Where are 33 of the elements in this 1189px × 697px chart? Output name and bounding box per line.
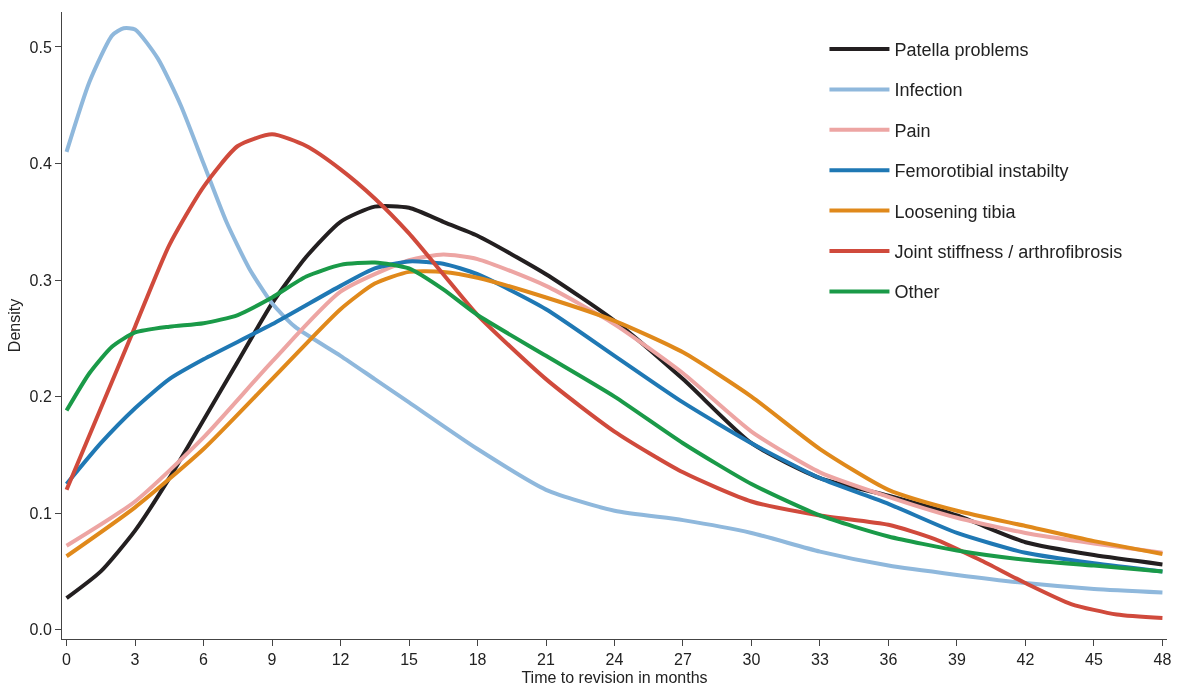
x-tick-label: 15 [400,651,419,669]
x-tick-label: 48 [1153,651,1172,669]
x-tick-label: 33 [811,651,829,669]
x-tick-label: 6 [199,651,209,669]
x-tick-label: 9 [267,651,277,669]
y-tick-label: 0.0 [29,621,52,639]
y-tick-label: 0.4 [29,155,52,173]
x-tick-label: 12 [331,651,350,669]
legend-label: Patella problems [894,40,1029,61]
x-tick-label: 27 [674,651,692,669]
x-tick-label: 45 [1085,651,1103,669]
legend-label: Loosening tibia [894,201,1017,222]
x-tick-label: 3 [130,651,140,669]
x-tick-label: 18 [468,651,487,669]
x-tick-label: 24 [605,651,624,669]
x-tick-label: 42 [1016,651,1035,669]
legend-label: Joint stiffness / arthrofibrosis [894,242,1123,263]
legend-label: Femorotibial instabilty [894,161,1069,182]
line-series [64,26,1165,595]
x-axis-title: Time to revision in months [521,668,708,686]
legend-label: Pain [894,120,931,141]
y-tick-label: 0.1 [29,504,52,522]
x-tick-label: 0 [62,651,72,669]
x-tick-label: 21 [537,651,556,669]
y-tick-label: 0.2 [29,388,52,406]
x-tick-label: 36 [879,651,898,669]
y-axis-title: Density [6,298,24,353]
y-tick-label: 0.3 [29,271,52,289]
x-tick-label: 39 [948,651,966,669]
legend-label: Other [894,282,940,303]
y-tick-label: 0.5 [29,38,52,56]
x-tick-label: 30 [742,651,761,669]
legend-label: Infection [894,80,963,101]
